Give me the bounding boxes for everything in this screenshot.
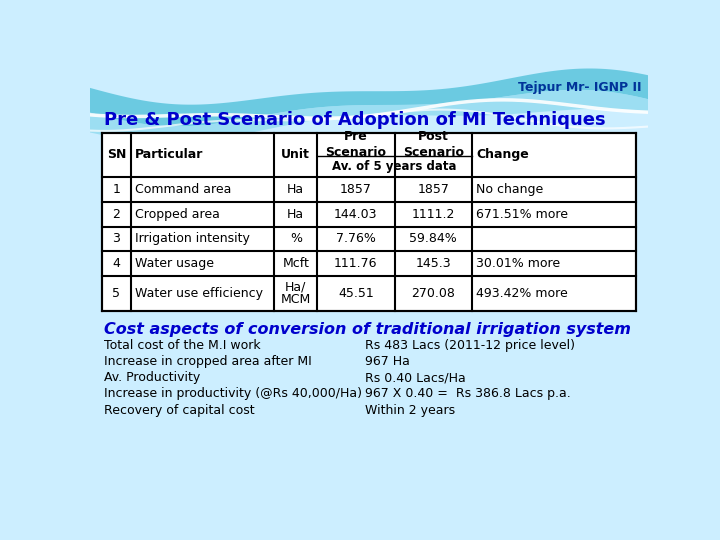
Text: 1: 1 [112,183,120,196]
Text: Water use efficiency: Water use efficiency [135,287,263,300]
Text: Ha/: Ha/ [285,281,307,294]
Text: Cost aspects of conversion of traditional irrigation system: Cost aspects of conversion of traditiona… [104,322,631,337]
Text: Increase in cropped area after MI: Increase in cropped area after MI [104,355,312,368]
Text: 1111.2: 1111.2 [412,208,455,221]
Text: Increase in productivity (@Rs 40,000/Ha): Increase in productivity (@Rs 40,000/Ha) [104,387,362,401]
Text: 3: 3 [112,232,120,245]
Text: Rs 483 Lacs (2011-12 price level): Rs 483 Lacs (2011-12 price level) [365,339,575,352]
Text: 1857: 1857 [340,183,372,196]
Text: 145.3: 145.3 [415,257,451,270]
Text: Mcft: Mcft [282,257,309,270]
Text: 5: 5 [112,287,120,300]
Text: 45.51: 45.51 [338,287,374,300]
Text: Av. of 5 years data: Av. of 5 years data [333,160,456,173]
Text: Av. Productivity: Av. Productivity [104,372,200,384]
Text: MCM: MCM [281,293,311,306]
Polygon shape [90,69,648,126]
Text: 30.01% more: 30.01% more [476,257,560,270]
Text: Recovery of capital cost: Recovery of capital cost [104,403,255,416]
Text: No change: No change [476,183,543,196]
Text: 967 X 0.40 =  Rs 386.8 Lacs p.a.: 967 X 0.40 = Rs 386.8 Lacs p.a. [365,387,571,401]
Text: Change: Change [476,148,528,161]
Text: 59.84%: 59.84% [410,232,457,245]
Text: %: % [289,232,302,245]
Text: 111.76: 111.76 [334,257,377,270]
Text: 270.08: 270.08 [411,287,455,300]
Text: SN: SN [107,148,126,161]
Text: Pre & Post Scenario of Adoption of MI Techniques: Pre & Post Scenario of Adoption of MI Te… [104,111,606,129]
Text: 4: 4 [112,257,120,270]
Text: Command area: Command area [135,183,231,196]
Text: Post
Scenario: Post Scenario [402,130,464,159]
Text: Cropped area: Cropped area [135,208,220,221]
Text: 7.76%: 7.76% [336,232,376,245]
Text: 671.51% more: 671.51% more [476,208,568,221]
Text: Ha: Ha [287,183,305,196]
Text: Pre
Scenario: Pre Scenario [325,130,387,159]
Text: Ha: Ha [287,208,305,221]
Text: Within 2 years: Within 2 years [365,403,455,416]
Bar [102,132,636,311]
Text: Particular: Particular [135,148,203,161]
Text: Water usage: Water usage [135,257,214,270]
Text: Unit: Unit [282,148,310,161]
Text: 493.42% more: 493.42% more [476,287,567,300]
Text: 2: 2 [112,208,120,221]
Text: 1857: 1857 [418,183,449,196]
Text: Irrigation intensity: Irrigation intensity [135,232,250,245]
Text: Rs 0.40 Lacs/Ha: Rs 0.40 Lacs/Ha [365,372,466,384]
Text: 967 Ha: 967 Ha [365,355,410,368]
Text: Tejpur Mr- IGNP II: Tejpur Mr- IGNP II [518,82,642,94]
Text: Total cost of the M.I work: Total cost of the M.I work [104,339,261,352]
Text: 144.03: 144.03 [334,208,377,221]
Polygon shape [90,90,648,143]
